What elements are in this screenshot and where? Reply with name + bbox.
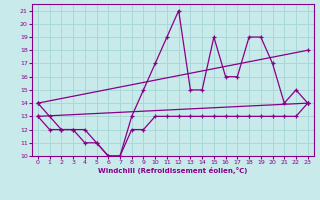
X-axis label: Windchill (Refroidissement éolien,°C): Windchill (Refroidissement éolien,°C) <box>98 167 247 174</box>
